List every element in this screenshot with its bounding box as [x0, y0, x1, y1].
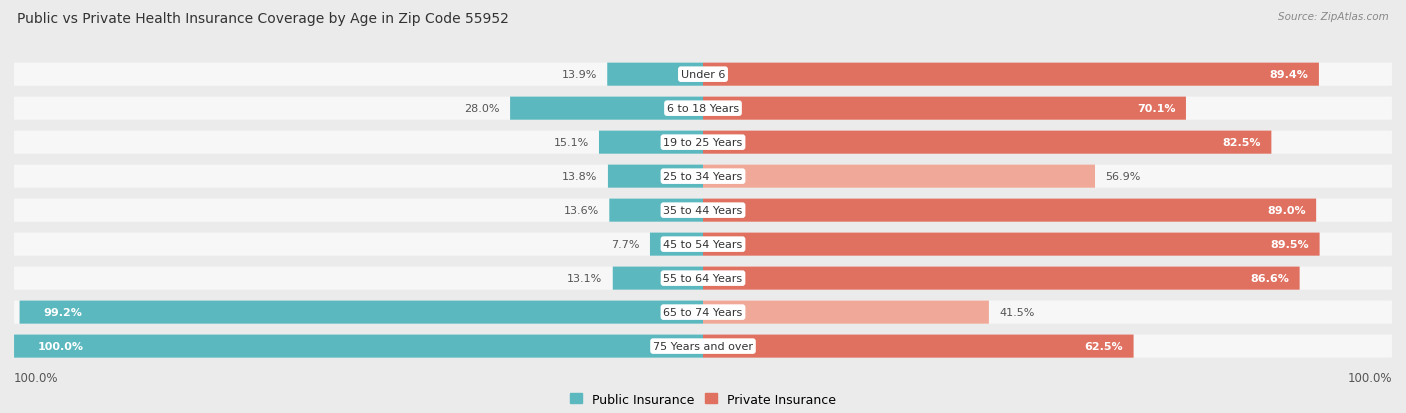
Text: 89.0%: 89.0%: [1267, 206, 1306, 216]
FancyBboxPatch shape: [609, 199, 703, 222]
Text: 100.0%: 100.0%: [1347, 371, 1392, 384]
Text: 75 Years and over: 75 Years and over: [652, 341, 754, 351]
Text: 99.2%: 99.2%: [44, 307, 83, 317]
Text: 28.0%: 28.0%: [464, 104, 499, 114]
FancyBboxPatch shape: [703, 199, 1316, 222]
Text: 13.9%: 13.9%: [561, 70, 598, 80]
Text: 82.5%: 82.5%: [1223, 138, 1261, 148]
Text: Source: ZipAtlas.com: Source: ZipAtlas.com: [1278, 12, 1389, 22]
FancyBboxPatch shape: [703, 97, 1185, 121]
FancyBboxPatch shape: [703, 131, 1271, 154]
FancyBboxPatch shape: [703, 301, 988, 324]
Text: 15.1%: 15.1%: [554, 138, 589, 148]
Text: 13.1%: 13.1%: [567, 273, 602, 283]
Text: 35 to 44 Years: 35 to 44 Years: [664, 206, 742, 216]
FancyBboxPatch shape: [613, 267, 703, 290]
FancyBboxPatch shape: [510, 97, 703, 121]
FancyBboxPatch shape: [14, 64, 1392, 86]
Text: 70.1%: 70.1%: [1137, 104, 1175, 114]
FancyBboxPatch shape: [703, 335, 1133, 358]
Text: 100.0%: 100.0%: [14, 371, 59, 384]
FancyBboxPatch shape: [703, 267, 1299, 290]
Text: 6 to 18 Years: 6 to 18 Years: [666, 104, 740, 114]
Text: 13.6%: 13.6%: [564, 206, 599, 216]
Text: 25 to 34 Years: 25 to 34 Years: [664, 172, 742, 182]
FancyBboxPatch shape: [607, 64, 703, 86]
Text: 55 to 64 Years: 55 to 64 Years: [664, 273, 742, 283]
Text: 86.6%: 86.6%: [1250, 273, 1289, 283]
FancyBboxPatch shape: [20, 301, 703, 324]
FancyBboxPatch shape: [599, 131, 703, 154]
FancyBboxPatch shape: [14, 199, 1392, 222]
Text: 62.5%: 62.5%: [1084, 341, 1123, 351]
Text: 100.0%: 100.0%: [38, 341, 84, 351]
FancyBboxPatch shape: [14, 301, 1392, 324]
Text: 89.5%: 89.5%: [1271, 240, 1309, 249]
FancyBboxPatch shape: [14, 335, 703, 358]
FancyBboxPatch shape: [607, 165, 703, 188]
Text: 41.5%: 41.5%: [1000, 307, 1035, 317]
FancyBboxPatch shape: [14, 165, 1392, 188]
Text: Public vs Private Health Insurance Coverage by Age in Zip Code 55952: Public vs Private Health Insurance Cover…: [17, 12, 509, 26]
Text: 45 to 54 Years: 45 to 54 Years: [664, 240, 742, 249]
FancyBboxPatch shape: [703, 233, 1320, 256]
Text: 89.4%: 89.4%: [1270, 70, 1309, 80]
Text: 19 to 25 Years: 19 to 25 Years: [664, 138, 742, 148]
Text: 7.7%: 7.7%: [612, 240, 640, 249]
FancyBboxPatch shape: [14, 267, 1392, 290]
FancyBboxPatch shape: [650, 233, 703, 256]
FancyBboxPatch shape: [14, 131, 1392, 154]
FancyBboxPatch shape: [703, 64, 1319, 86]
FancyBboxPatch shape: [14, 97, 1392, 121]
Text: 65 to 74 Years: 65 to 74 Years: [664, 307, 742, 317]
Text: 56.9%: 56.9%: [1105, 172, 1140, 182]
FancyBboxPatch shape: [703, 165, 1095, 188]
Legend: Public Insurance, Private Insurance: Public Insurance, Private Insurance: [565, 388, 841, 411]
FancyBboxPatch shape: [14, 335, 1392, 358]
Text: Under 6: Under 6: [681, 70, 725, 80]
Text: 13.8%: 13.8%: [562, 172, 598, 182]
FancyBboxPatch shape: [14, 233, 1392, 256]
